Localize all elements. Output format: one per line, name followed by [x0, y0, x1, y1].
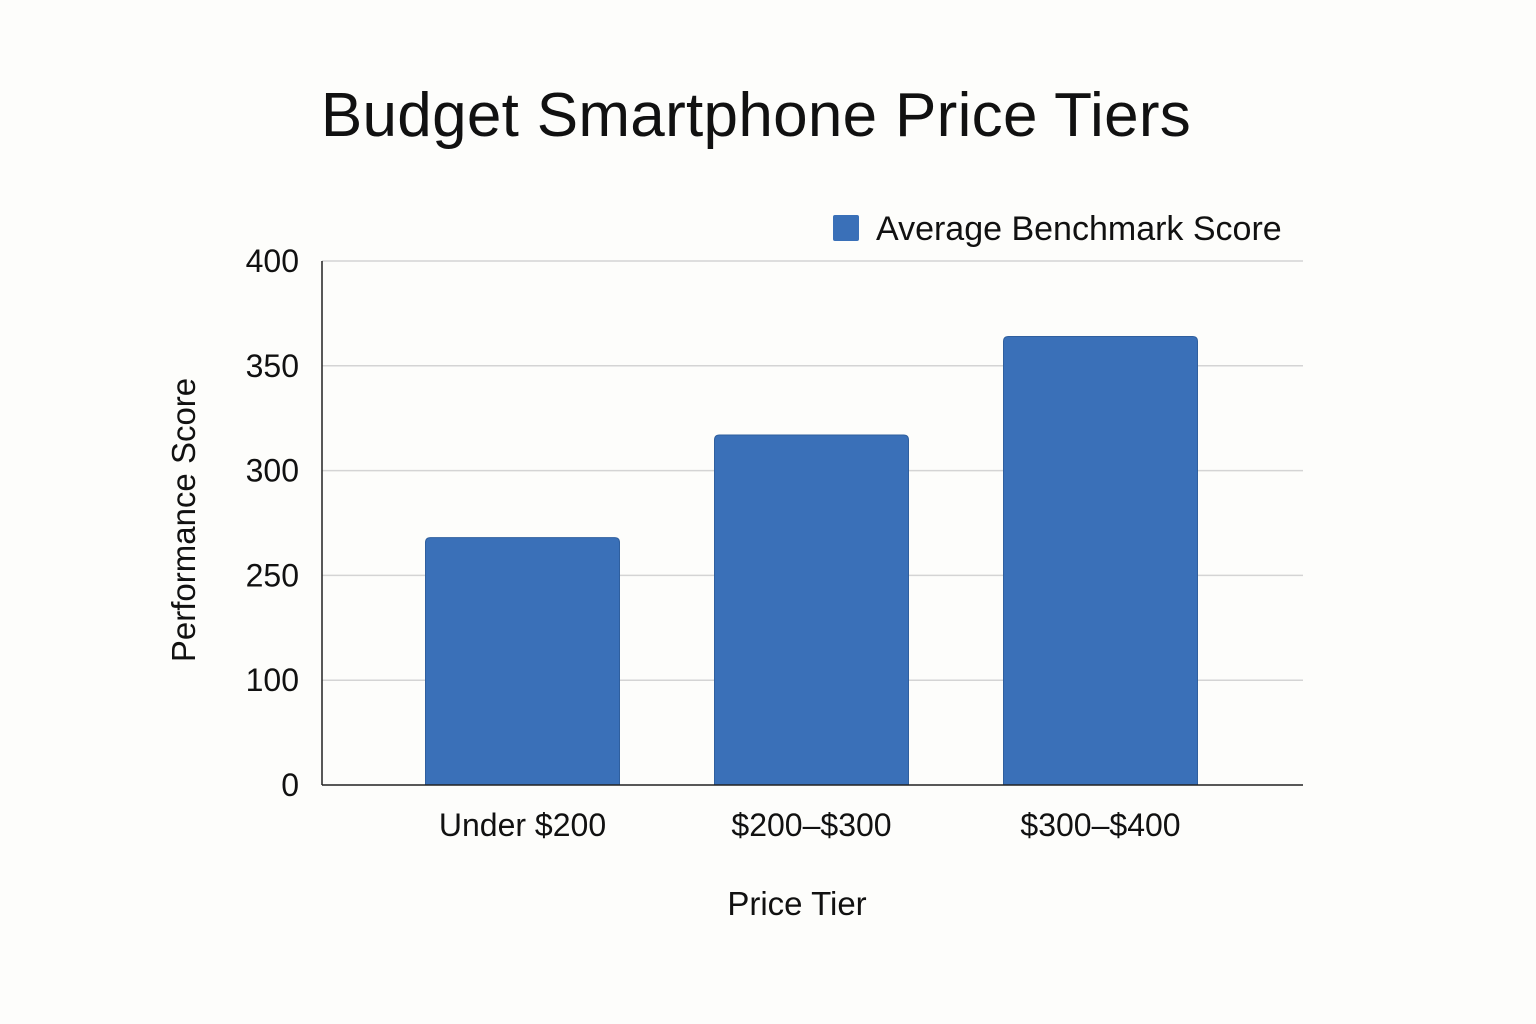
- axes: [321, 261, 1303, 786]
- legend-label: Average Benchmark Score: [876, 210, 1282, 248]
- bar: [425, 537, 620, 786]
- y-tick-label: 250: [246, 557, 299, 593]
- bars: [425, 335, 1198, 786]
- y-tick-labels: 0 100 250 300 350 400: [246, 243, 299, 803]
- x-tick-label: Under $200: [439, 807, 606, 843]
- y-tick-label: 100: [246, 662, 299, 698]
- y-tick-label: 400: [246, 243, 299, 279]
- legend-swatch: [833, 215, 859, 241]
- x-tick-labels: Under $200 $200–$300 $300–$400: [439, 807, 1181, 843]
- y-axis-title: Performance Score: [165, 378, 202, 662]
- x-axis-title: Price Tier: [727, 885, 866, 922]
- x-tick-label: $200–$300: [731, 807, 891, 843]
- x-tick-label: $300–$400: [1020, 807, 1180, 843]
- y-tick-label: 0: [281, 767, 299, 803]
- bar: [714, 434, 909, 786]
- y-tick-label: 350: [246, 348, 299, 384]
- chart-title: Budget Smartphone Price Tiers: [320, 81, 1192, 150]
- y-tick-label: 300: [246, 453, 299, 489]
- bar: [1003, 335, 1198, 786]
- legend: Average Benchmark Score: [833, 210, 1282, 248]
